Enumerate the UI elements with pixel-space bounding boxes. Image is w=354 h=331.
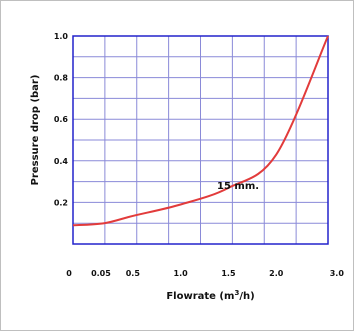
x-tick-label: 3.0 <box>330 269 345 278</box>
x-tick-label: 0.5 <box>126 269 141 278</box>
x-axis-title: Flowrate (m3/h) <box>166 289 254 302</box>
y-tick-label: 0.4 <box>54 157 69 166</box>
x-axis-title-main: Flowrate (m <box>166 291 234 302</box>
grid <box>73 36 328 244</box>
series-label-15mm: 15 mm. <box>217 181 259 192</box>
y-tick-label: 0.2 <box>54 198 68 207</box>
x-tick-label: 1.5 <box>221 269 236 278</box>
x-tick-label: 2.0 <box>269 269 284 278</box>
x-axis-title-superscript: 3 <box>234 289 239 297</box>
y-axis-ticks: 0.2 0.4 0.6 0.8 1.0 <box>54 32 69 207</box>
plot-area <box>72 35 329 245</box>
x-tick-label: 0.05 <box>91 269 111 278</box>
x-axis-title-end: /h) <box>239 291 254 302</box>
y-tick-label: 0.8 <box>54 74 69 83</box>
series-line-15mm <box>72 35 329 227</box>
x-axis-ticks: 0.05 0.5 1.0 1.5 2.0 3.0 <box>91 269 344 278</box>
y-tick-label: 0.6 <box>54 115 69 124</box>
origin-tick-label: 0 <box>66 269 72 278</box>
y-axis-title: Pressure drop (bar) <box>30 75 41 186</box>
y-tick-label: 1.0 <box>54 32 69 41</box>
x-tick-label: 1.0 <box>174 269 189 278</box>
